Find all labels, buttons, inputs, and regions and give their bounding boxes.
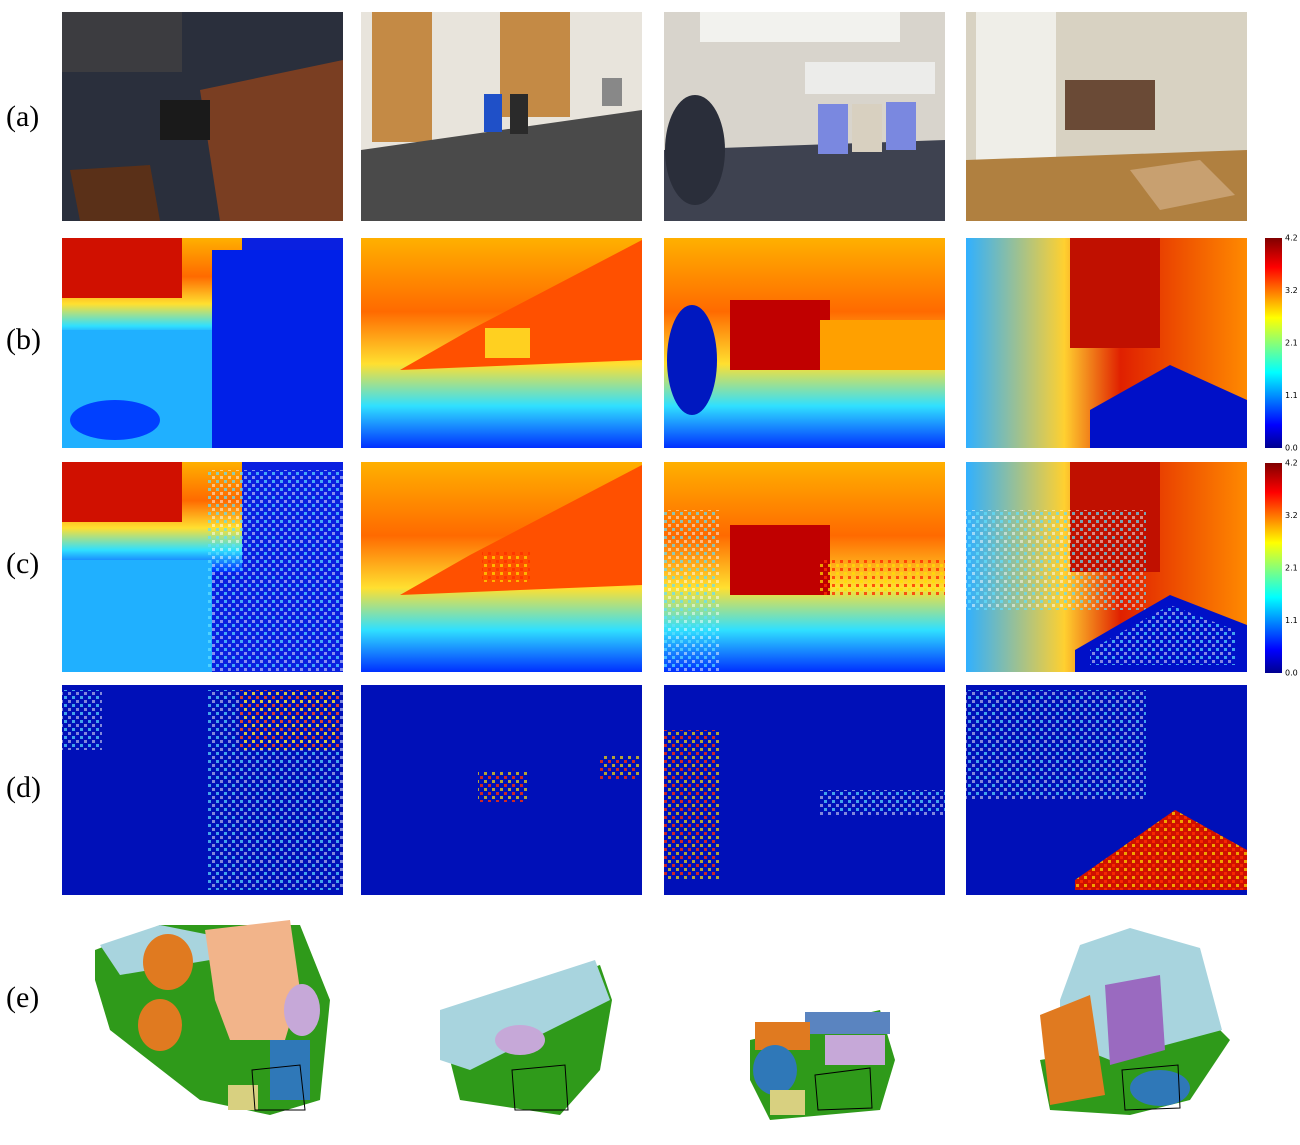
- depth-map: [361, 462, 642, 672]
- depth-map: [62, 238, 343, 448]
- voxel-scene: [750, 1010, 895, 1120]
- photo: [966, 12, 1247, 221]
- colorbar-tick-label: 1.1: [1285, 616, 1298, 625]
- voxel-scene: [440, 960, 612, 1115]
- row-label: (d): [6, 771, 41, 804]
- colorbar-tick-label: 4.2: [1285, 459, 1298, 468]
- depth-map: [62, 462, 343, 672]
- colorbar-ticks: 4.2 3.2 2.1 1.1 0.0 4.2 3.2 2.1 1.1 0.0: [1285, 234, 1298, 678]
- row-label: (e): [6, 981, 39, 1014]
- photo: [361, 12, 642, 221]
- error-map: [62, 685, 343, 895]
- voxel-scene: [95, 920, 330, 1115]
- colorbar-tick-label: 3.2: [1285, 511, 1298, 520]
- voxel-scene: [1040, 928, 1230, 1115]
- depth-map: [361, 238, 642, 448]
- photo: [62, 12, 343, 221]
- row-label: (a): [6, 100, 39, 133]
- error-map: [664, 685, 945, 895]
- colorbar: [1265, 238, 1282, 448]
- colorbar-tick-label: 1.1: [1285, 391, 1298, 400]
- colorbar: [1265, 463, 1282, 673]
- colorbar-tick-label: 0.0: [1285, 444, 1298, 453]
- colorbar-tick-label: 4.2: [1285, 234, 1298, 243]
- colorbar-tick-label: 3.2: [1285, 286, 1298, 295]
- colorbar-tick-label: 0.0: [1285, 669, 1298, 678]
- row-label: (c): [6, 547, 39, 580]
- colorbar-tick-label: 2.1: [1285, 564, 1298, 573]
- depth-map: [966, 238, 1247, 448]
- photo: [664, 12, 945, 221]
- error-map: [361, 685, 642, 895]
- error-map: [966, 685, 1247, 895]
- row-label: (b): [6, 323, 41, 356]
- depth-map: [966, 462, 1247, 672]
- colorbar-tick-label: 2.1: [1285, 339, 1298, 348]
- depth-map: [664, 462, 945, 672]
- depth-map: [664, 238, 945, 448]
